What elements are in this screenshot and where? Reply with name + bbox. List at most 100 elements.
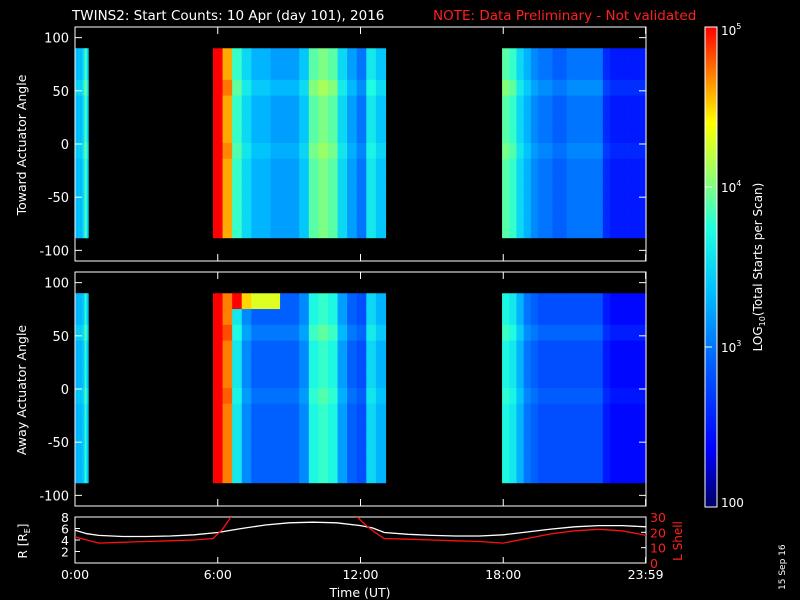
toward-heat-cell [530,48,539,65]
away-heat-cell [366,387,377,405]
away-heat-cell [530,435,539,452]
away-heat-cell [75,387,77,405]
toward-heat-cell [77,64,79,81]
toward-heat-cell [538,111,546,128]
toward-heat-cell [260,79,272,97]
away-heat-cell [366,356,377,373]
away-heat-cell [289,466,300,484]
toward-heat-cell [545,48,554,65]
orbit-ytick-right-label: 30 [650,510,666,525]
toward-heat-cell [559,190,568,207]
away-heat-cell [299,309,310,326]
away-heat-cell [617,372,626,389]
away-heat-cell [327,324,339,342]
toward-heat-cell [502,221,510,239]
toward-heat-cell [347,190,358,207]
toward-heat-cell [212,158,224,176]
toward-heat-cell [347,174,358,191]
away-heat-cell [289,435,300,452]
away-heat-cell [318,403,329,421]
away-heat-cell [502,309,510,326]
toward-heat-cell [212,190,224,207]
away-y-axis-label: Away Actuator Angle [14,325,29,456]
toward-heat-cell [566,142,575,160]
orbit-ytick-left-label: 4 [61,533,69,548]
orbit-x-axis: 0:00 6:00 12:00 18:00 23:59 [61,557,664,582]
away-heat-cell [81,340,84,357]
away-heat-cell [631,466,640,484]
toward-heat-cell [251,190,262,207]
toward-heat-cell [289,111,300,128]
toward-heat-cell [280,174,291,191]
away-heat-cell [509,451,518,468]
away-heat-cell [78,387,80,405]
away-heat-cell [232,309,243,326]
toward-heat-cell [84,206,87,223]
away-heat-cell [337,372,348,389]
toward-heat-cell [82,221,85,239]
toward-heat-cell [595,174,604,191]
toward-heat-cell [77,48,79,65]
away-heat-cell [610,340,618,357]
away-heat-cell [251,293,262,310]
toward-heat-cell [523,190,532,207]
away-heat-cell [566,340,575,357]
away-heat-cell [581,293,590,310]
away-heat-cell [516,324,525,342]
toward-heat-cell [617,111,626,128]
away-heat-cell [82,324,85,342]
toward-heat-cell [375,158,387,176]
away-heat-cell [212,340,224,357]
away-heat-cell [617,340,626,357]
away-heat-cell [75,293,77,310]
away-heat-cell [337,293,348,310]
toward-heat-cell [530,206,539,223]
away-heat-cell [347,451,358,468]
away-heat-cell [516,387,525,405]
toward-heat-cell [509,206,518,223]
away-heat-cell [545,387,554,405]
date-stamp: 15 Sep 16 [778,544,788,590]
toward-heat-cell [502,127,510,144]
toward-heat-cell [574,174,582,191]
away-heat-cell [79,356,82,373]
toward-heat-cell [530,95,539,112]
toward-heat-cell [545,158,554,176]
toward-heat-cell [366,206,377,223]
away-heat-cell [280,466,291,484]
toward-heat-cell [538,158,546,176]
away-heat-cell [366,419,377,436]
toward-heat-cell [588,142,597,160]
away-heat-cell [631,293,640,310]
away-heat-cell [559,451,568,468]
r-distance-line [75,521,646,538]
away-heat-cell [375,435,387,452]
toward-heat-cell [356,190,367,207]
away-heat-cell [566,309,575,326]
toward-heat-cell [366,142,377,160]
toward-heat-cell [83,174,86,191]
away-heat-cell [76,466,78,484]
away-heat-cell [86,403,89,421]
toward-heat-cell [232,127,243,144]
toward-heat-cell [81,174,84,191]
away-heat-cell [638,340,647,357]
away-heat-cell [624,387,633,405]
toward-heat-cell [85,64,88,81]
away-heat-cell [638,293,647,310]
toward-heat-cell [280,127,291,144]
x-tick-label: 0:00 [61,567,89,582]
away-heat-cell [251,324,262,342]
toward-heat-cell [581,79,590,97]
toward-heat-cell [289,190,300,207]
away-heat-cell [289,403,300,421]
away-heat-cell [85,340,88,357]
toward-heat-cell [75,79,77,97]
x-tick-label: 23:59 [628,567,664,582]
away-heat-cell [318,340,329,357]
away-heat-cell [81,466,84,484]
away-heat-cell [84,340,87,357]
away-heat-cell [347,466,358,484]
away-heat-cell [638,372,647,389]
